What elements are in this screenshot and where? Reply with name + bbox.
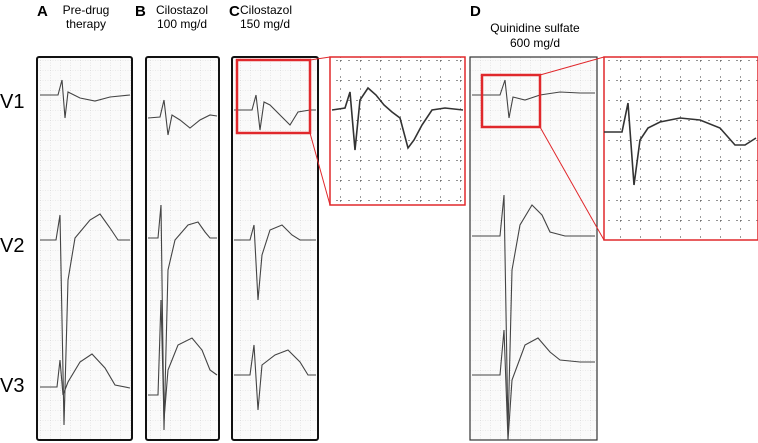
ecg-strip <box>36 56 133 441</box>
lead-label: V1 <box>0 91 24 113</box>
panel-title: therapy <box>66 17 106 31</box>
panel-label: C <box>229 3 240 20</box>
panel-title: 600 mg/d <box>510 36 560 50</box>
zoom-inset <box>329 56 466 206</box>
zoom-inset <box>603 56 758 241</box>
lead-label: V2 <box>0 235 24 257</box>
panel-title: Pre-drug <box>63 3 110 17</box>
zoom-connector <box>309 56 331 206</box>
panel-label: D <box>470 3 481 20</box>
ecg-strip <box>231 56 319 441</box>
ecg-strip <box>145 56 220 441</box>
zoom-connector <box>539 56 605 241</box>
panel-label: B <box>135 3 146 20</box>
panel-title: Cilostazol <box>240 3 292 17</box>
panel-label: A <box>37 3 48 20</box>
panel-title: Cilostazol <box>156 3 208 17</box>
lead-label: V3 <box>0 375 24 397</box>
panel-title: 100 mg/d <box>157 17 207 31</box>
panel-title: 150 mg/d <box>240 17 290 31</box>
ecg-strip <box>469 56 598 441</box>
panel-title: Quinidine sulfate <box>490 21 580 35</box>
